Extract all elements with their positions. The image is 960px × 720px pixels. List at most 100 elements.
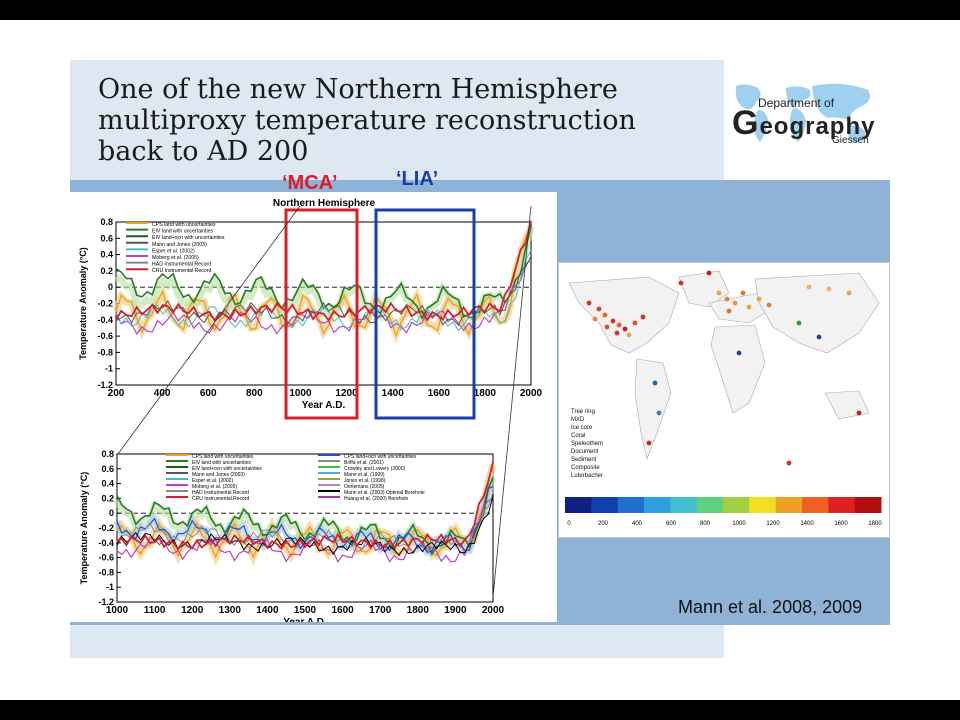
map-colorbar-tick: 600 xyxy=(666,521,677,527)
bottom_chart-ytick-label: -1 xyxy=(106,582,114,592)
title-line-2: multiproxy temperature reconstruction xyxy=(98,105,636,136)
map-landmass xyxy=(678,270,730,308)
top_chart-xlabel: Year A.D. xyxy=(302,400,346,411)
bottom_chart-legend-label: EIV land+ocn with uncertainties xyxy=(192,466,262,472)
zoom-connector-right xyxy=(492,205,532,598)
bottom_chart-xtick-label: 1300 xyxy=(219,605,242,616)
proxy-site-marker xyxy=(846,290,852,296)
proxy-site-marker xyxy=(856,410,862,416)
bottom_chart-xtick-label: 1600 xyxy=(331,605,354,616)
bottom_chart-xtick-label: 1200 xyxy=(181,605,204,616)
top_chart-xtick-label: 1200 xyxy=(335,388,358,399)
department-logo: Department of Geography Giessen xyxy=(728,80,880,162)
top_chart-ytick-label: 0.8 xyxy=(100,217,113,227)
map-legend-label: MXD xyxy=(571,417,585,423)
bottom_chart-legend-label: Esper et al. (2002) xyxy=(192,478,233,484)
top_chart-ytick-label: -1 xyxy=(105,364,113,374)
bottom_chart-xtick-label: 1000 xyxy=(106,605,129,616)
title-line-1: One of the new Northern Hemisphere xyxy=(98,74,618,105)
bottom_chart-legend-label: Mann et al. (2003) Optimal Borehole xyxy=(344,490,425,496)
top_chart-legend-label: CPS land with uncertainties xyxy=(152,222,216,228)
bottom_chart-series-line xyxy=(116,461,494,551)
bottom_chart-legend-label: CPS land with uncertainties xyxy=(192,454,254,460)
reconstruction-chart-image: 0.80.60.40.20-0.2-0.4-0.6-0.8-1-1.220040… xyxy=(70,192,557,628)
proxy-site-marker xyxy=(602,312,608,318)
proxy-site-marker xyxy=(678,280,684,286)
proxy-site-marker xyxy=(796,320,802,326)
proxy-site-marker xyxy=(816,334,822,340)
top_chart-xtick-label: 1800 xyxy=(474,388,497,399)
logo-word-rest: eography xyxy=(759,113,876,140)
proxy-site-marker xyxy=(726,308,732,314)
map-colorbar-segment xyxy=(617,497,645,513)
proxy-site-marker xyxy=(826,286,832,292)
mca-label: ‘MCA’ xyxy=(282,172,338,194)
map-legend-label: Luterbacher xyxy=(571,473,603,479)
citation-text: Mann et al. 2008, 2009 xyxy=(678,597,863,617)
proxy-site-marker xyxy=(586,300,592,306)
top_chart-ytick-label: -0.6 xyxy=(97,331,113,341)
bottom_chart-ytick-label: 0.2 xyxy=(101,493,114,503)
map-colorbar-segment xyxy=(749,497,777,513)
bottom_chart-legend-label: Mann and Jones (2003) xyxy=(192,472,245,478)
bottom_chart-xlabel: Year A.D. xyxy=(283,617,327,622)
lia-highlight-box xyxy=(374,208,476,420)
proxy-location-map: Tree ring MXD Ice core Coral Speleothem Docum… xyxy=(558,262,890,538)
map-colorbar-segment xyxy=(670,497,698,513)
top_chart-ytick-label: 0.2 xyxy=(100,266,113,276)
bottom_chart-ytick-label: 0.6 xyxy=(101,464,114,474)
map-landmass xyxy=(708,292,766,324)
top_chart-ylabel: Temperature Anomaly (°C) xyxy=(78,247,88,360)
reconstruction-charts-svg: 0.80.60.40.20-0.2-0.4-0.6-0.8-1-1.220040… xyxy=(78,198,543,628)
bottom_chart-legend-label: Moberg et al. (2005) xyxy=(192,484,237,490)
proxy-site-marker xyxy=(610,318,616,324)
bottom_chart-ytick-label: -0.6 xyxy=(98,553,114,563)
proxy-site-marker xyxy=(806,284,812,290)
map-legend-label: Ice core xyxy=(571,425,593,431)
world-map-svg: Tree ring MXD Ice core Coral Speleothem Docum… xyxy=(559,263,889,537)
bottom_chart-ytick-label: -1.2 xyxy=(98,597,114,607)
top_chart-ytick-label: 0 xyxy=(108,282,113,292)
bottom_chart-legend-label: Huang et al. (2000) Borehole xyxy=(344,496,408,502)
bottom_chart-xtick-label: 1800 xyxy=(407,605,430,616)
top-chart-title: Northern Hemisphere xyxy=(273,198,376,209)
map-colorbar-tick: 1000 xyxy=(732,521,746,527)
bottom_chart-legend-label: HAD Instrumental Record xyxy=(192,490,249,496)
top_chart-ytick-label: -0.4 xyxy=(97,315,113,325)
map-legend-label: Composite xyxy=(571,465,600,471)
top_chart-xtick-label: 2000 xyxy=(520,388,543,399)
logo-line-department: Department of xyxy=(758,96,835,110)
top_chart-series-line xyxy=(115,250,532,332)
map-colorbar-tick: 800 xyxy=(700,521,711,527)
proxy-site-marker xyxy=(766,302,772,308)
proxy-site-marker xyxy=(740,290,746,296)
proxy-site-marker xyxy=(604,324,610,330)
proxy-site-marker xyxy=(652,380,658,386)
proxy-site-marker xyxy=(736,350,742,356)
bottom_chart-xtick-label: 1100 xyxy=(144,605,166,616)
map-colorbar-segment xyxy=(775,497,803,513)
top_chart-legend-label: CRU Instrumental Record xyxy=(152,268,212,274)
map-colorbar-tick: 1600 xyxy=(834,521,848,527)
bottom_chart-ytick-label: -0.8 xyxy=(98,567,114,577)
top_chart-series-line xyxy=(115,220,532,323)
bottom_chart-legend-label: CRU Instrumental Record xyxy=(192,496,249,502)
bottom_chart-xtick-label: 1900 xyxy=(444,605,467,616)
bottom_chart-legend-label: Mann et al. (1999) xyxy=(344,472,385,478)
proxy-site-marker xyxy=(614,330,620,336)
top_chart-xtick-label: 1400 xyxy=(382,388,405,399)
map-landmass xyxy=(568,276,680,354)
proxy-site-marker xyxy=(622,326,628,332)
map-legend-label: Coral xyxy=(571,433,585,439)
map-colorbar-segment xyxy=(828,497,856,513)
proxy-site-marker xyxy=(616,322,622,328)
top_chart-xtick-label: 800 xyxy=(246,388,263,399)
top_chart-xtick-label: 1000 xyxy=(289,388,312,399)
top_chart-xtick-label: 600 xyxy=(200,388,217,399)
top_chart-ytick-label: 0.4 xyxy=(100,250,113,260)
proxy-site-marker xyxy=(626,332,632,338)
map-colorbar-segment xyxy=(723,497,750,513)
top_chart-ytick-label: -0.2 xyxy=(97,299,113,309)
map-colorbar-segment xyxy=(802,497,829,513)
top_chart-ytick-label: -1.2 xyxy=(97,380,113,390)
